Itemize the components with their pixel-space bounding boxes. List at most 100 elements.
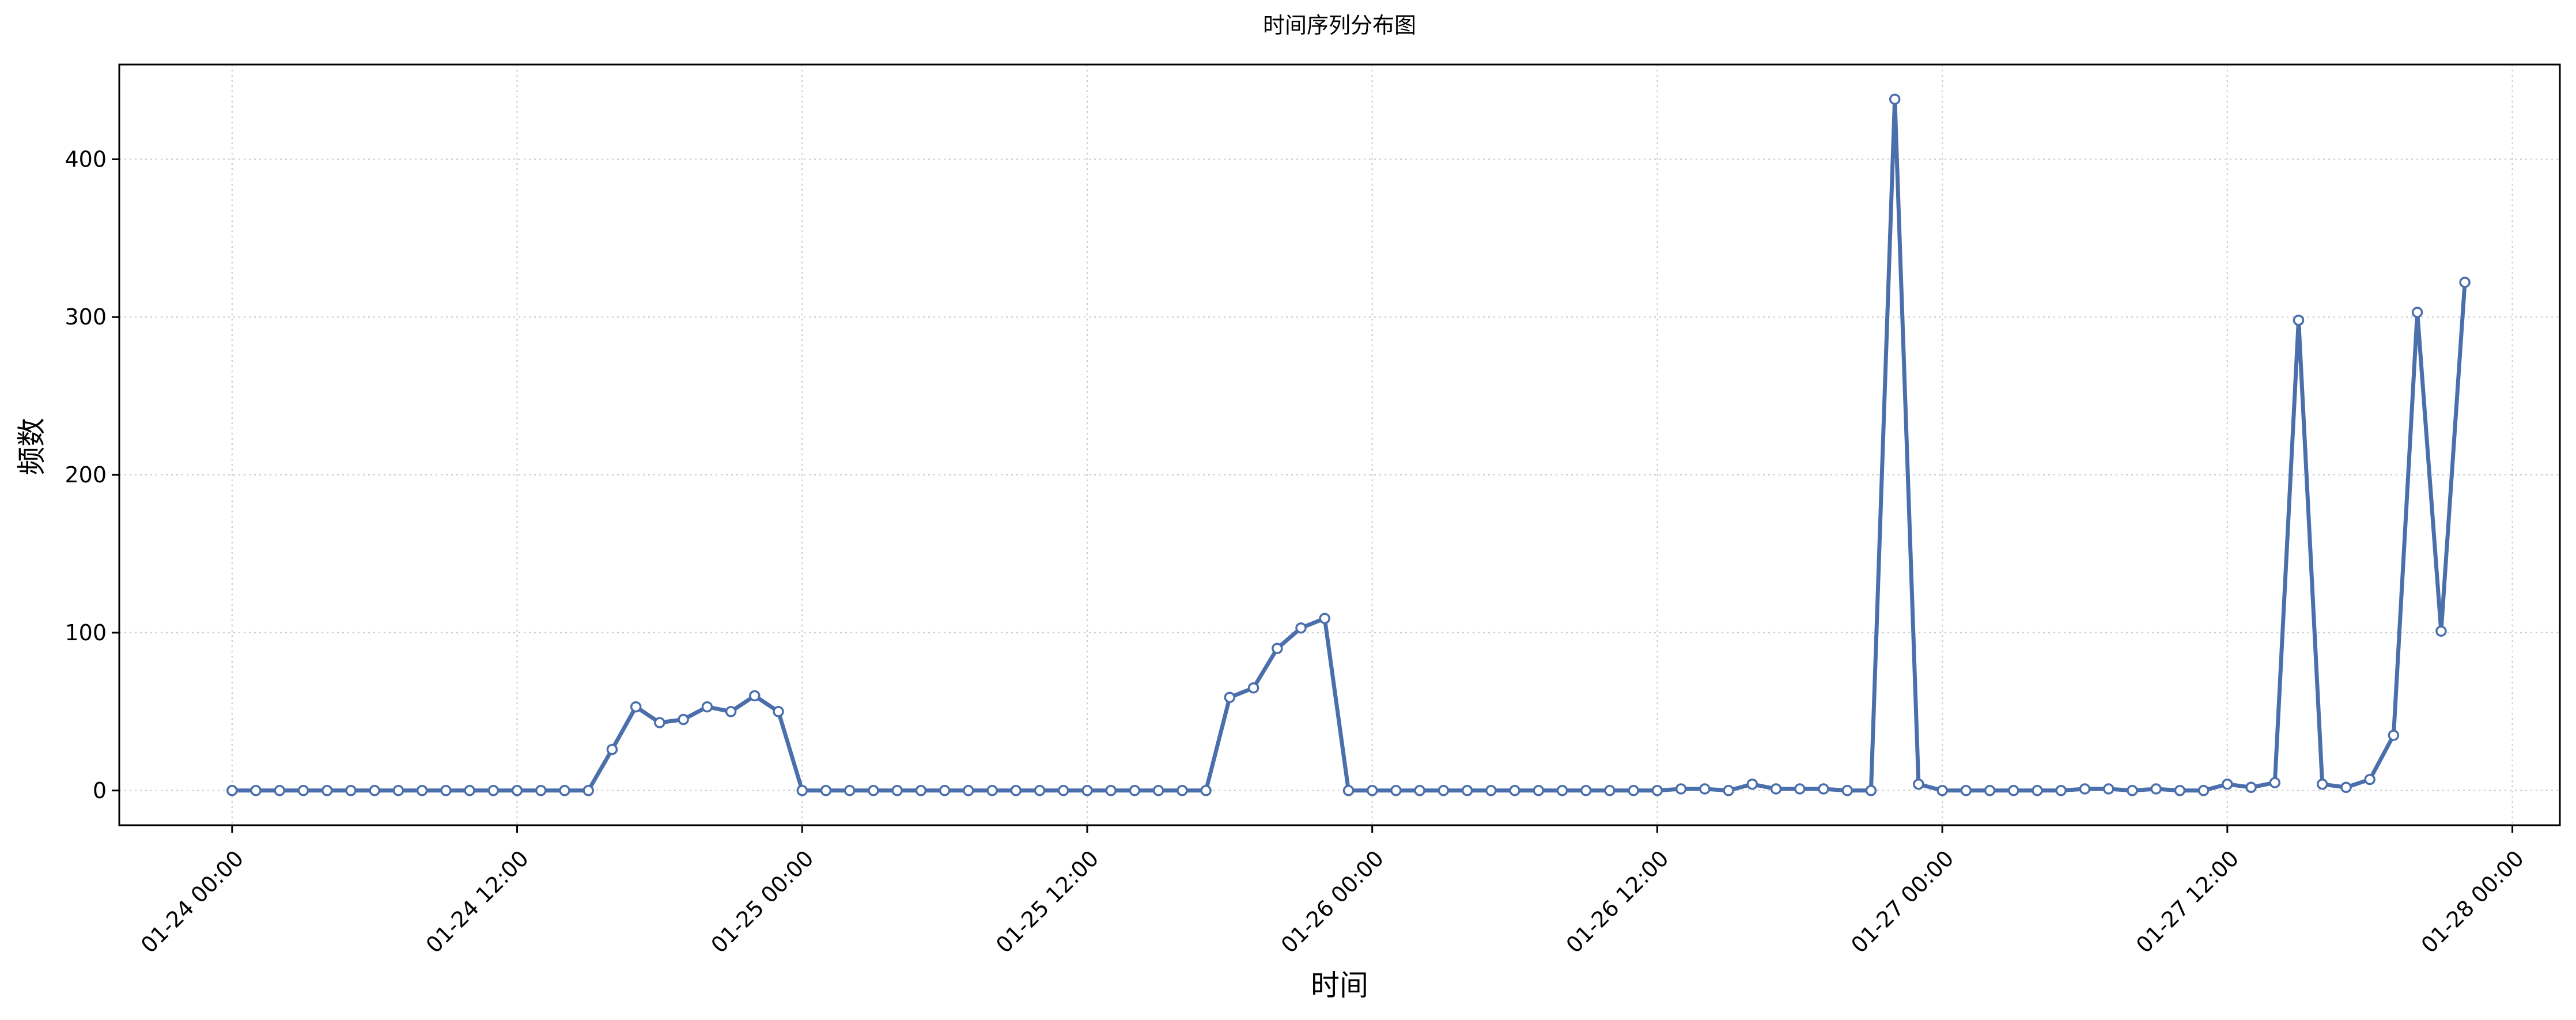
data-point: [986, 785, 998, 796]
data-point: [2316, 779, 2328, 790]
chart-title: 时间序列分布图: [1263, 13, 1416, 38]
data-point: [2150, 783, 2162, 795]
data-point: [1533, 785, 1545, 796]
data-point: [2293, 314, 2305, 326]
data-point: [773, 706, 784, 717]
data-point: [1057, 785, 1069, 796]
data-point: [2055, 785, 2067, 796]
data-point: [1960, 785, 1972, 796]
y-axis-ticks: 0 100 200 300 400: [65, 146, 119, 803]
data-point: [321, 785, 333, 796]
data-point: [1651, 785, 1663, 796]
data-point: [464, 785, 475, 796]
y-axis-label: 频数: [15, 418, 48, 475]
data-point: [1984, 785, 1996, 796]
data-point: [1390, 785, 1402, 796]
data-point: [1841, 785, 1853, 796]
data-point: [843, 785, 856, 796]
data-point: [2197, 785, 2210, 796]
y-tick-label: 100: [65, 620, 107, 645]
data-point: [440, 785, 452, 796]
data-point: [1081, 785, 1093, 796]
data-point: [535, 785, 547, 796]
data-point: [2340, 781, 2352, 794]
data-point: [868, 785, 879, 796]
data-point: [1034, 785, 1046, 796]
data-point: [2008, 785, 2019, 796]
data-point: [701, 701, 713, 713]
data-point: [2127, 785, 2138, 796]
data-point: [2245, 781, 2257, 794]
data-point: [582, 785, 594, 796]
data-point: [606, 743, 618, 755]
y-tick-label: 300: [65, 304, 107, 330]
data-point: [1794, 783, 1806, 795]
data-point: [1509, 785, 1520, 796]
data-point: [678, 713, 689, 726]
data-point: [654, 717, 665, 728]
data-point: [2269, 777, 2281, 788]
data-point: [1414, 785, 1425, 796]
data-point: [1865, 785, 1877, 796]
data-point: [1010, 785, 1022, 796]
data-point: [1319, 613, 1330, 624]
data-point: [1366, 785, 1378, 796]
data-point: [226, 785, 238, 796]
data-point: [1224, 692, 1236, 703]
data-point: [915, 785, 927, 796]
plot-area-frame: [118, 63, 2561, 826]
data-point: [2032, 785, 2043, 796]
data-point: [1129, 785, 1141, 796]
data-point: [1342, 785, 1355, 796]
data-point: [1272, 643, 1283, 655]
y-tick-label: 0: [93, 778, 107, 803]
data-point: [630, 701, 642, 713]
data-point: [2459, 277, 2471, 288]
data-point: [2222, 779, 2233, 790]
data-point: [2388, 730, 2400, 741]
data-point: [1200, 785, 1212, 796]
data-point: [1105, 785, 1117, 796]
data-point: [1556, 785, 1568, 796]
data-point: [2364, 773, 2375, 785]
data-point: [2174, 785, 2186, 796]
data-point: [369, 785, 380, 796]
data-point: [891, 785, 903, 796]
data-point: [1723, 785, 1734, 796]
data-point: [963, 785, 974, 796]
data-point: [1770, 783, 1782, 795]
data-point: [1177, 785, 1188, 796]
data-point: [487, 785, 500, 796]
data-point: [725, 706, 737, 717]
data-point: [1247, 682, 1259, 694]
data-point: [2411, 307, 2423, 318]
data-point: [559, 785, 570, 796]
data-point: [416, 785, 428, 796]
data-point: [511, 785, 523, 796]
data-point: [1913, 779, 1924, 790]
data-point: [1818, 783, 1829, 795]
data-point: [1580, 785, 1592, 796]
data-point: [345, 785, 357, 796]
data-point: [2079, 783, 2091, 795]
data-point: [297, 785, 309, 796]
data-point: [1461, 785, 1473, 796]
data-point: [2435, 625, 2447, 637]
data-point: [250, 785, 262, 796]
data-point: [1746, 779, 1758, 790]
data-point: [1628, 785, 1639, 796]
y-tick-label: 200: [65, 462, 107, 488]
data-point: [796, 785, 808, 796]
x-axis-label: 时间: [1311, 969, 1368, 1002]
data-point: [1152, 785, 1164, 796]
data-point: [1675, 783, 1687, 795]
y-tick-label: 400: [65, 146, 107, 172]
series-layer: [226, 93, 2471, 796]
data-point: [1699, 783, 1711, 795]
data-point: [274, 785, 286, 796]
data-point: [1485, 785, 1497, 796]
data-point: [749, 690, 761, 702]
data-point: [1438, 785, 1450, 796]
